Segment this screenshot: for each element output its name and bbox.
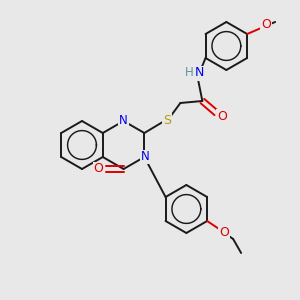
Text: O: O	[219, 226, 229, 239]
Text: O: O	[94, 163, 103, 176]
Text: S: S	[164, 113, 171, 127]
Text: O: O	[261, 19, 271, 32]
Text: H: H	[185, 67, 194, 80]
Text: N: N	[119, 115, 128, 128]
Text: N: N	[195, 67, 204, 80]
Text: O: O	[218, 110, 227, 122]
Text: N: N	[141, 151, 150, 164]
